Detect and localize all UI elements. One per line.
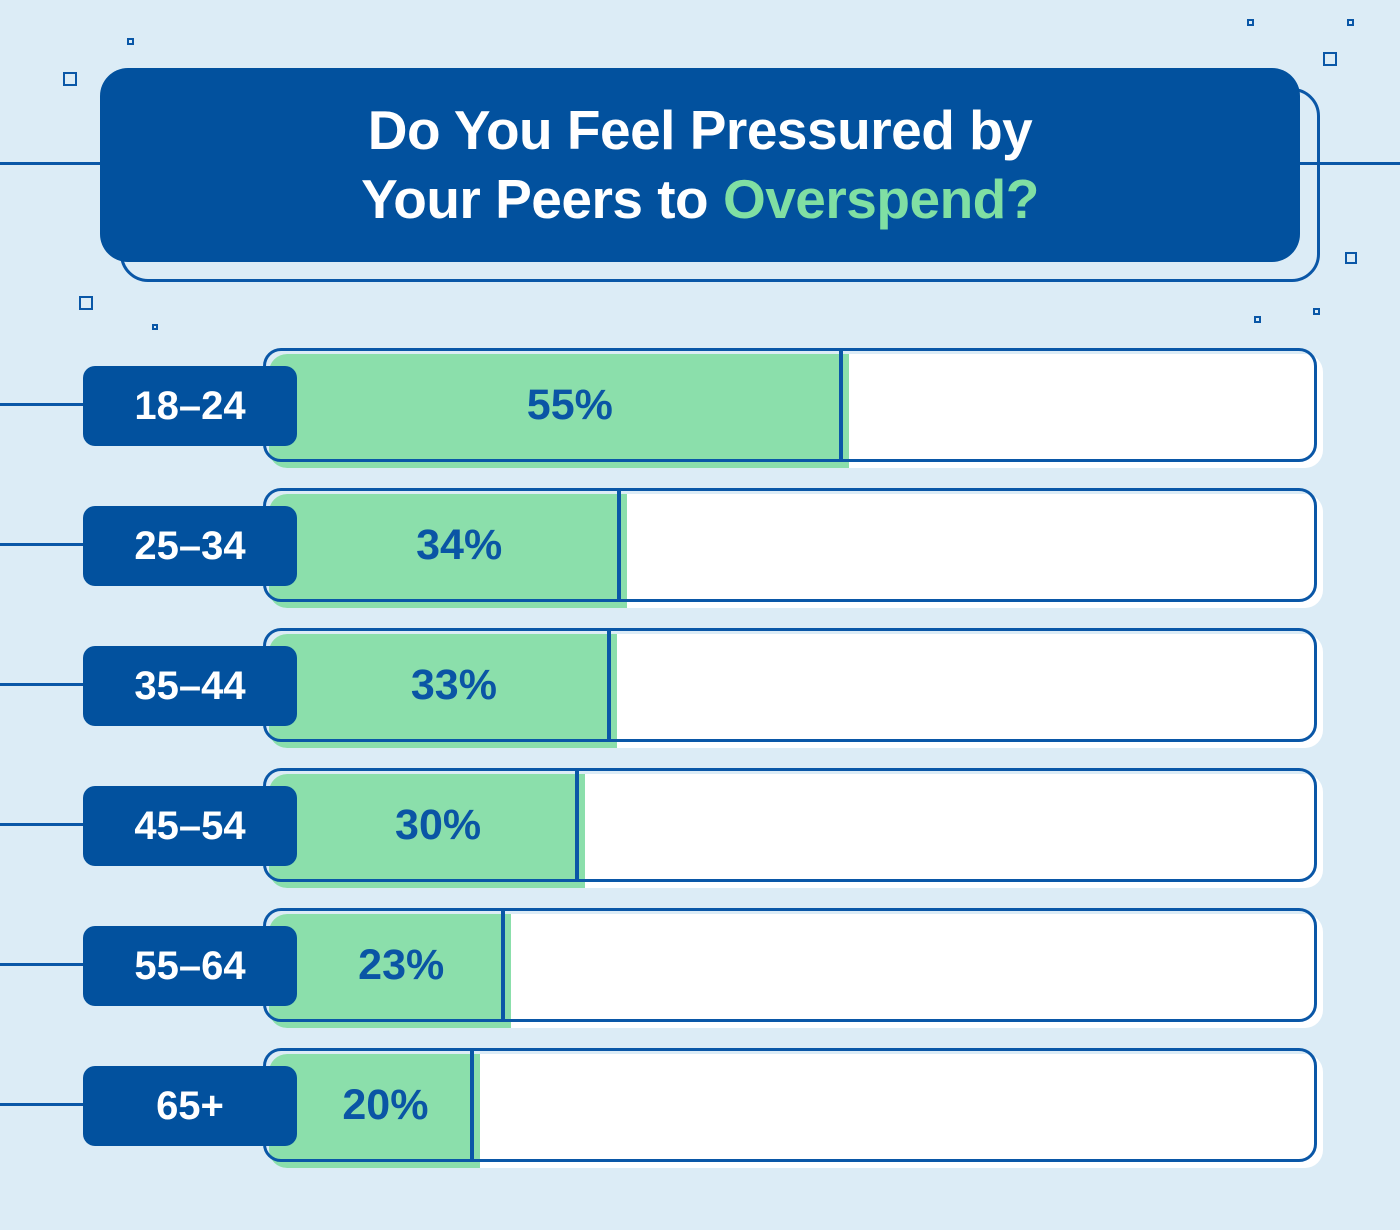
bar-track [269,354,1323,468]
age-group-label: 35–44 [83,646,297,726]
row-connector-line [0,963,92,966]
bar-row: 20% 65+ [0,1048,1400,1168]
decor-square [79,296,93,310]
decor-square [1254,316,1261,323]
bar-fill [269,914,512,1028]
bar-fill [269,354,849,468]
decor-square [1345,252,1357,264]
row-connector-line [0,403,92,406]
chart-title-line2-prefix: Your Peers to [361,168,723,230]
chart-title-banner: Do You Feel Pressured by Your Peers to O… [100,68,1300,262]
bar-track [269,494,1323,608]
row-connector-line [0,1103,92,1106]
age-group-label: 25–34 [83,506,297,586]
decor-square [1313,308,1320,315]
decor-square [127,38,134,45]
bar-fill [269,774,586,888]
percent-label: 20% [342,1080,429,1129]
bar-track [269,774,1323,888]
decor-square [152,324,158,330]
chart-title-line2: Your Peers to Overspend? [361,165,1039,234]
bar-row: 30% 45–54 [0,768,1400,888]
row-connector-line [0,823,92,826]
bar-fill [269,494,628,608]
bar-track [269,914,1323,1028]
decor-square [1247,19,1254,26]
row-connector-line [0,683,92,686]
percent-label: 34% [416,520,503,569]
age-group-label: 65+ [83,1066,297,1146]
bar-fill [269,1054,480,1168]
bar-track [269,634,1323,748]
age-group-label: 55–64 [83,926,297,1006]
percent-label: 23% [358,940,445,989]
chart-title-highlight: Overspend? [722,168,1039,230]
bar-row: 23% 55–64 [0,908,1400,1028]
row-connector-line [0,543,92,546]
decor-square [1323,52,1337,66]
age-group-label: 45–54 [83,786,297,866]
bar-fill [269,634,617,748]
percent-label: 55% [526,380,613,429]
age-group-label: 18–24 [83,366,297,446]
decor-square [63,72,77,86]
chart-title-line1: Do You Feel Pressured by [367,99,1033,161]
percent-label: 30% [395,800,482,849]
bar-row: 34% 25–34 [0,488,1400,608]
percent-label: 33% [410,660,497,709]
bar-row: 55% 18–24 [0,348,1400,468]
bar-track [269,1054,1323,1168]
bar-row: 33% 35–44 [0,628,1400,748]
decor-square [1347,19,1354,26]
